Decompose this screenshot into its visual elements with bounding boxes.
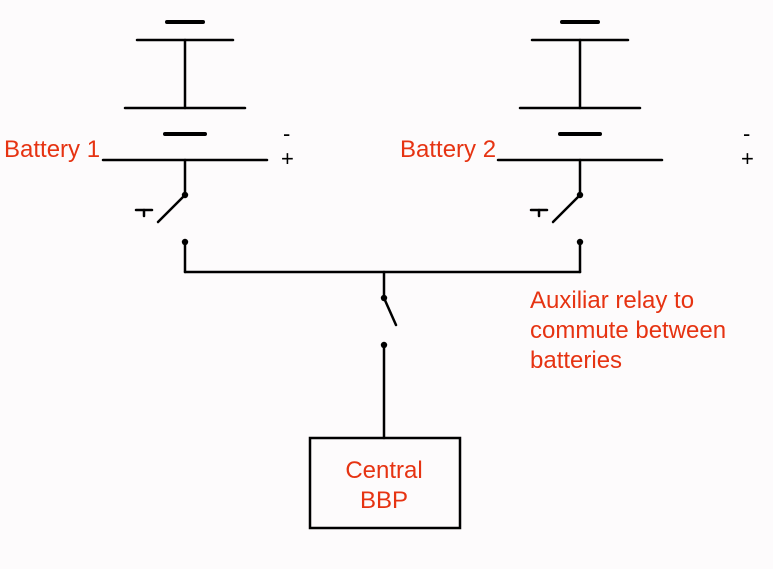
switch-1-arm	[158, 195, 185, 222]
central-bbp-label-1: Central	[345, 457, 422, 484]
battery-2-minus: -	[743, 121, 750, 146]
aux-relay-label-3: batteries	[530, 347, 622, 374]
aux-relay-label-1: Auxiliar relay to	[530, 287, 694, 314]
battery-1-plus: +	[281, 146, 294, 171]
battery-1-label: Battery 1	[4, 136, 100, 163]
battery-2-label: Battery 2	[400, 136, 496, 163]
battery-2-plus: +	[741, 146, 754, 171]
switch-2-arm	[553, 195, 580, 222]
circuit-diagram: Battery 1Battery 2-+-+Auxiliar relay toc…	[0, 0, 773, 569]
aux-switch-arm	[384, 298, 396, 325]
central-bbp-label-2: BBP	[360, 487, 408, 514]
aux-relay-label-2: commute between	[530, 317, 726, 344]
battery-1-minus: -	[283, 121, 290, 146]
